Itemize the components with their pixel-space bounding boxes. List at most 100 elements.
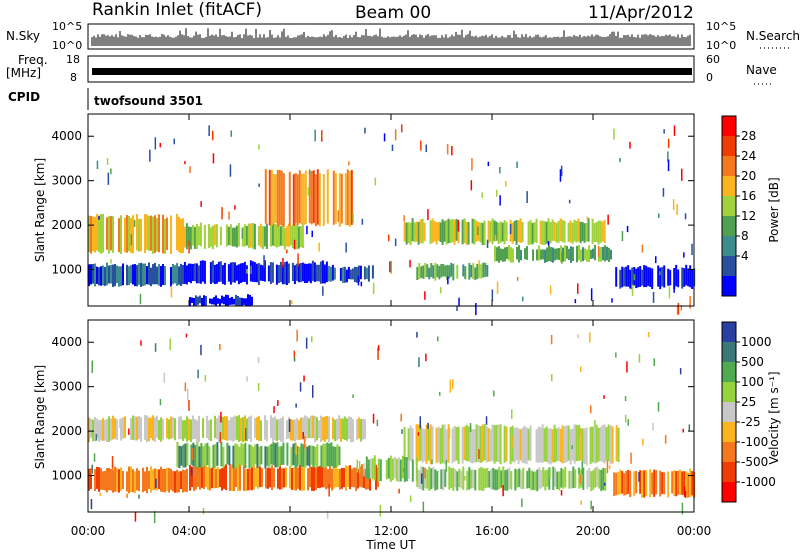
- power-echo-cell: [587, 218, 590, 242]
- velocity-echo-cell: [106, 468, 108, 493]
- velocity-scatter-cell: [303, 435, 306, 449]
- velocity-echo-cell: [269, 468, 271, 488]
- velocity-echo-cell: [136, 468, 138, 491]
- power-scatter-cell: [457, 219, 460, 232]
- velocity-scatter-cell: [138, 494, 140, 499]
- power-colorbar-label: 12: [741, 209, 756, 223]
- velocity-echo-cell: [487, 427, 490, 462]
- velocity-echo-cell: [112, 470, 114, 493]
- power-echo-cell: [289, 225, 292, 246]
- velocity-scatter-cell: [427, 422, 429, 429]
- velocity-echo-cell: [226, 442, 229, 465]
- time-axis: 00:00 04:00 08:00 12:00 16:00 20:00 00:00: [71, 114, 711, 538]
- velocity-echo-cell: [425, 424, 428, 464]
- velocity-echo-cell: [250, 445, 253, 468]
- velocity-echo-cell: [202, 446, 205, 467]
- velocity-scatter-cell: [449, 379, 452, 393]
- power-scatter-cell: [229, 164, 232, 177]
- velocity-echo-cell: [496, 469, 499, 491]
- power-echo-cell: [288, 171, 291, 227]
- velocity-echo-cell: [544, 470, 547, 491]
- power-echo-cell: [239, 263, 242, 283]
- velocity-echo-cell: [193, 466, 195, 491]
- power-colorbar-swatch: [722, 276, 736, 297]
- nsky-panel: N.Sky 10^5 10^0 10^5 10^0 N.Search: [6, 20, 800, 52]
- power-scatter-cell: [471, 158, 473, 171]
- velocity-scatter-cell: [296, 329, 298, 342]
- power-echo-cell: [539, 220, 542, 245]
- power-scatter-cell: [154, 137, 157, 150]
- velocity-echo-cell: [494, 469, 497, 491]
- velocity-scatter-cell: [302, 432, 304, 439]
- power-echo-cell: [580, 249, 582, 263]
- velocity-echo-cell: [503, 425, 506, 463]
- velocity-echo-cell: [264, 415, 266, 440]
- velocity-echo-cell: [242, 417, 244, 443]
- velocity-echo-cell: [360, 418, 362, 442]
- velocity-echo-cell: [302, 417, 304, 440]
- power-echo-cell: [421, 218, 424, 244]
- velocity-scatter-cell: [684, 490, 687, 498]
- power-echo-cell: [172, 264, 174, 285]
- power-scatter-cell: [425, 144, 427, 153]
- velocity-echo-cell: [272, 442, 275, 466]
- velocity-echo-cell: [527, 428, 530, 461]
- velocity-echo-cell: [236, 444, 239, 468]
- freq-panel: Freq. [MHz] 18 8 60 0 Nave: [6, 53, 777, 85]
- velocity-scatter-cell: [190, 467, 193, 476]
- power-scatter-cell: [494, 234, 497, 242]
- velocity-echo-cell: [327, 469, 329, 489]
- velocity-echo-cell: [519, 429, 522, 461]
- power-echo-cell: [602, 247, 604, 261]
- power-echo-cell: [413, 222, 416, 242]
- power-echo-cell: [259, 264, 262, 281]
- power-echo-cell: [482, 262, 485, 278]
- power-echo-cell: [582, 247, 584, 262]
- power-echo-cell: [296, 174, 299, 226]
- power-echo-cell: [448, 265, 451, 279]
- velocity-echo-cell: [481, 424, 484, 462]
- velocity-echo-cell: [683, 471, 686, 495]
- power-echo-cell: [533, 222, 536, 243]
- power-echo-cell: [215, 295, 217, 306]
- velocity-echo-cell: [505, 426, 508, 462]
- power-echo-cell: [572, 246, 574, 261]
- power-echo-cell: [487, 220, 490, 244]
- power-scatter-cell: [590, 288, 593, 301]
- velocity-echo-cell: [577, 425, 580, 461]
- power-scatter-cell: [208, 125, 210, 136]
- velocity-echo-cell: [456, 471, 459, 491]
- velocity-echo-cell: [337, 468, 339, 488]
- power-scatter-cell: [246, 269, 248, 274]
- power-echo-cell: [267, 265, 270, 282]
- velocity-echo-cell: [535, 429, 538, 463]
- power-echo-cell: [343, 266, 346, 283]
- velocity-echo-cell: [322, 417, 324, 441]
- power-scatter-cell: [440, 287, 442, 294]
- velocity-echo-cell: [196, 420, 198, 443]
- velocity-echo-cell: [559, 428, 562, 462]
- velocity-scatter-cell: [425, 353, 427, 362]
- power-echo-cell: [279, 261, 282, 283]
- velocity-scatter-cell: [652, 422, 654, 431]
- power-scatter-cell: [352, 213, 354, 223]
- power-echo-cell: [691, 269, 694, 289]
- nave-tick-bottom: 0: [706, 71, 713, 84]
- power-scatter-cell: [391, 144, 394, 151]
- velocity-echo-cell: [403, 427, 406, 461]
- power-scatter-cell: [475, 303, 477, 316]
- power-echo-cell: [201, 260, 204, 282]
- velocity-echo-cell: [306, 416, 308, 439]
- power-echo-cell: [608, 247, 610, 262]
- velocity-echo-cell: [146, 466, 148, 494]
- velocity-echo-cell: [162, 469, 164, 492]
- velocity-echo-cell: [458, 468, 461, 488]
- power-echo-cell: [182, 218, 184, 253]
- velocity-echo-cell: [128, 466, 130, 494]
- power-scatter-cell: [184, 161, 186, 165]
- velocity-echo-cell: [364, 419, 366, 440]
- velocity-echo-cell: [510, 471, 513, 490]
- velocity-echo-cell: [523, 425, 526, 464]
- velocity-echo-cell: [180, 446, 183, 466]
- power-scatter-cell: [516, 277, 519, 281]
